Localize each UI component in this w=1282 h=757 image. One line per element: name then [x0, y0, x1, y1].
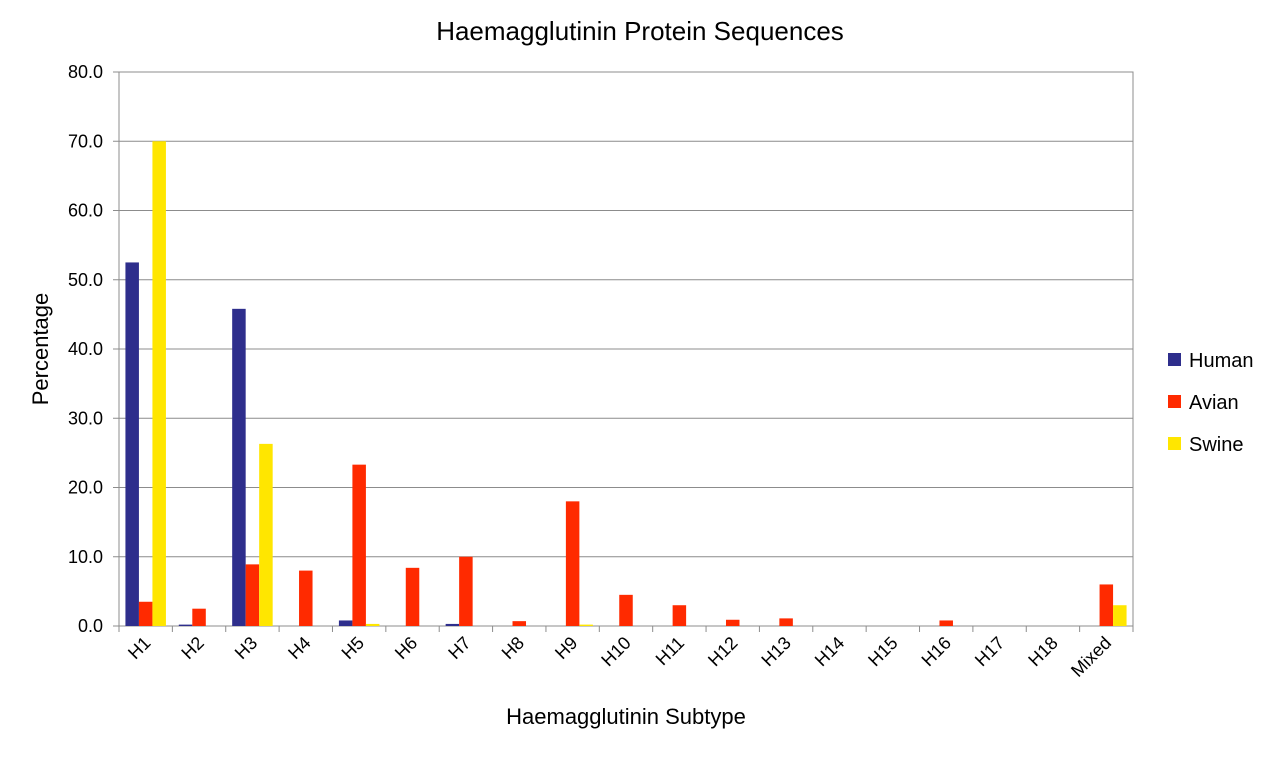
- x-tick-label: H15: [864, 633, 901, 670]
- y-tick-label: 40.0: [68, 339, 103, 359]
- bar-human-h2: [178, 624, 193, 626]
- x-axis-tick-labels: H1 H2 H3 H4 H5 H6 H7 H8 H9 H10 H11 H12 H13 H14 H15 H16 H…: [124, 633, 1115, 681]
- x-tick-label: H5: [338, 633, 368, 663]
- legend-label-avian: Avian: [1189, 392, 1239, 414]
- x-tick-label: Mixed: [1067, 633, 1115, 681]
- bar-avian-h2: [192, 608, 206, 626]
- y-tick-label: 10.0: [68, 547, 103, 567]
- y-tick-label: 50.0: [68, 270, 103, 290]
- x-tick-label: H7: [444, 633, 474, 663]
- y-tick-label: 30.0: [68, 408, 103, 428]
- bar-swine-h5: [365, 623, 380, 626]
- gridlines: [113, 71, 1134, 632]
- x-tick-label: H4: [284, 633, 314, 663]
- bar-avian-h9: [565, 501, 580, 626]
- bar-swine-h1: [152, 141, 166, 626]
- y-tick-label: 80.0: [68, 62, 103, 82]
- bar-human-h1: [125, 262, 139, 626]
- legend-swatch-avian: [1168, 395, 1181, 408]
- x-tick-label: H16: [918, 633, 955, 670]
- x-tick-label: H6: [391, 633, 421, 663]
- bar-avian-mixed: [1099, 584, 1114, 626]
- bar-avian-h11: [672, 605, 687, 626]
- chart-title: Haemagglutinin Protein Sequences: [436, 16, 844, 46]
- bar-swine-mixed: [1113, 605, 1127, 626]
- y-axis-title: Percentage: [28, 293, 53, 406]
- x-tick-label: H13: [757, 633, 794, 670]
- bar-avian-h7: [459, 556, 473, 626]
- bar-human-h3: [232, 308, 246, 626]
- bar-human-h5: [338, 620, 353, 626]
- bar-avian-h1: [138, 601, 153, 626]
- bar-avian-h6: [405, 567, 420, 626]
- bar-avian-h5: [352, 464, 366, 626]
- x-tick-label: H10: [597, 633, 634, 670]
- bar-avian-h8: [512, 621, 527, 626]
- x-tick-label: H3: [231, 633, 261, 663]
- x-tick-label: H2: [177, 633, 207, 663]
- bar-avian-h13: [779, 618, 793, 626]
- y-axis-tick-labels: 0.0 10.0 20.0 30.0 40.0 50.0 60.0 70.0 80.0: [68, 62, 103, 636]
- bar-human-h7: [445, 623, 460, 626]
- bars: [125, 141, 1127, 626]
- x-axis-title: Haemagglutinin Subtype: [506, 704, 746, 729]
- bar-swine-h9: [579, 624, 593, 626]
- legend: Human Avian Swine: [1168, 350, 1253, 456]
- x-tick-label: H11: [652, 633, 689, 670]
- x-tick-label: H9: [551, 633, 581, 663]
- bar-avian-h3: [245, 564, 260, 626]
- x-tick-label: H17: [971, 633, 1008, 670]
- bar-swine-h3: [259, 443, 273, 626]
- bar-avian-h12: [725, 619, 740, 626]
- y-tick-label: 60.0: [68, 201, 103, 221]
- legend-label-human: Human: [1189, 350, 1253, 372]
- bar-avian-h16: [939, 620, 953, 626]
- y-tick-label: 70.0: [68, 131, 103, 151]
- bar-avian-h10: [619, 594, 633, 626]
- x-tick-label: H1: [124, 633, 154, 663]
- legend-swatch-human: [1168, 353, 1181, 366]
- y-tick-label: 0.0: [78, 616, 103, 636]
- bar-avian-h4: [299, 570, 313, 626]
- y-tick-label: 20.0: [68, 478, 103, 498]
- x-tick-label: H8: [498, 633, 528, 663]
- x-tick-label: H14: [811, 633, 848, 670]
- legend-swatch-swine: [1168, 437, 1181, 450]
- x-tick-label: H12: [704, 633, 741, 670]
- x-tick-label: H18: [1024, 633, 1061, 670]
- legend-label-swine: Swine: [1189, 434, 1243, 456]
